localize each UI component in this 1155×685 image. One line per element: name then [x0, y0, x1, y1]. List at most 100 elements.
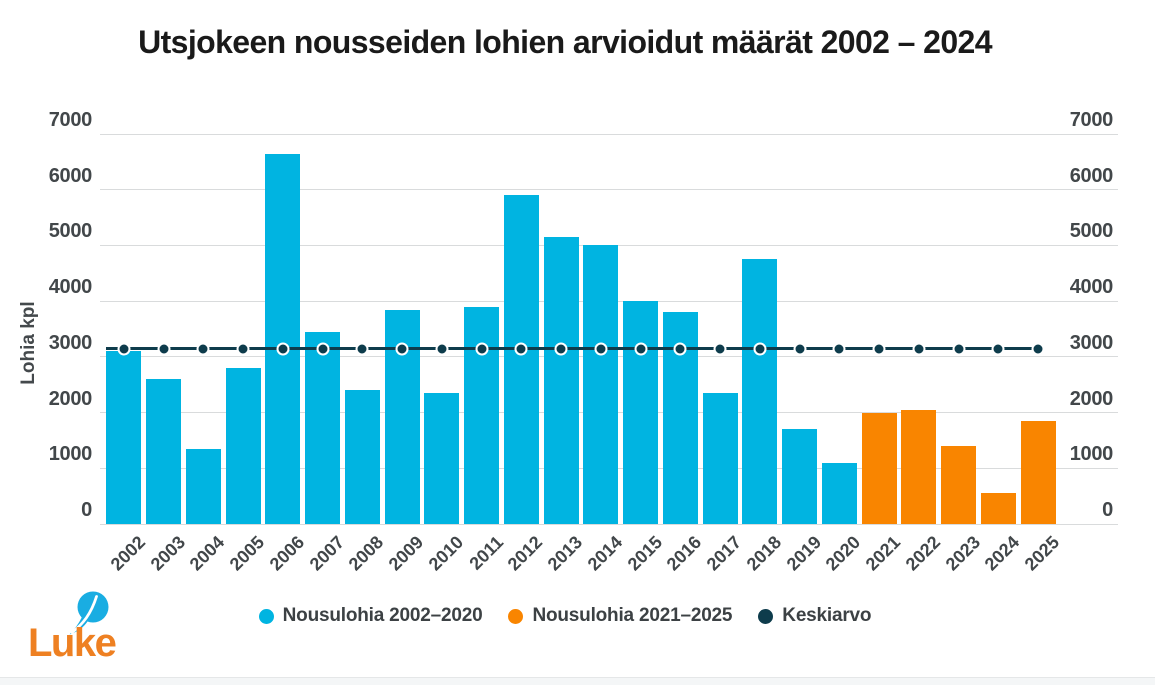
y-tick-left-1000: 1000: [48, 443, 93, 466]
bar-2018[interactable]: [742, 259, 778, 524]
x-tick-slot-2009: 2009: [382, 524, 427, 586]
bar-slot-2019: [780, 134, 820, 524]
x-tick-slot-2011: 2011: [462, 524, 507, 586]
chart-title: Utsjokeen nousseiden lohien arvioidut mä…: [138, 24, 992, 60]
keskiarvo-point-2023[interactable]: [952, 342, 966, 355]
keskiarvo-point-2014[interactable]: [594, 342, 608, 355]
bar-2007[interactable]: [305, 331, 341, 524]
keskiarvo-point-2022[interactable]: [912, 342, 926, 355]
legend-dot-orange-icon: [508, 608, 524, 624]
legend-item-nousulohia-2021-2025[interactable]: Nousulohia 2021–2025: [508, 605, 732, 627]
keskiarvo-point-2008[interactable]: [355, 342, 369, 355]
y-tick-left-0: 0: [81, 499, 92, 521]
keskiarvo-point-2011[interactable]: [475, 342, 489, 355]
bar-2023[interactable]: [941, 446, 977, 524]
bar-slot-2003: [144, 134, 184, 524]
x-tick-label-2025: 2025: [1020, 532, 1064, 575]
x-tick-slot-2019: 2019: [780, 524, 824, 586]
bar-2022[interactable]: [901, 409, 937, 524]
bar-2025[interactable]: [1020, 420, 1056, 524]
y-tick-right-0: 0: [1102, 499, 1113, 521]
x-tick-slot-2007: 2007: [303, 524, 347, 586]
keskiarvo-point-2012[interactable]: [514, 342, 528, 355]
keskiarvo-point-2006[interactable]: [276, 342, 290, 355]
keskiarvo-point-2002[interactable]: [117, 342, 131, 355]
keskiarvo-point-2020[interactable]: [832, 342, 846, 355]
average-line-overlay: [104, 134, 1058, 524]
keskiarvo-point-2015[interactable]: [634, 342, 648, 355]
leaf-speech-bubble-icon: [69, 591, 109, 635]
bar-slot-2014: [581, 134, 621, 524]
luke-logo: Luke: [26, 588, 156, 673]
bar-2003[interactable]: [146, 379, 182, 524]
bar-2010[interactable]: [424, 393, 460, 524]
keskiarvo-point-2013[interactable]: [554, 342, 568, 355]
bar-2019[interactable]: [782, 429, 818, 524]
keskiarvo-point-2010[interactable]: [435, 342, 449, 355]
x-tick-slot-2018: 2018: [740, 524, 785, 586]
bar-2017[interactable]: [702, 393, 738, 524]
keskiarvo-point-2018[interactable]: [753, 342, 767, 355]
bar-2012[interactable]: [503, 195, 539, 524]
bar-slot-2020: [820, 134, 860, 524]
legend-label: Nousulohia 2021–2025: [532, 605, 733, 626]
bar-2013[interactable]: [543, 237, 579, 524]
bar-2021[interactable]: [861, 412, 897, 524]
y-tick-left-6000: 6000: [48, 164, 93, 187]
legend: Nousulohia 2002–2020 Nousulohia 2021–202…: [0, 598, 1130, 634]
bar-slot-2008: [343, 134, 383, 524]
bar-2020[interactable]: [821, 462, 857, 524]
bar-slot-2002: [104, 134, 144, 524]
legend-item-nousulohia-2002-2020[interactable]: Nousulohia 2002–2020: [258, 605, 483, 627]
keskiarvo-point-2024[interactable]: [991, 342, 1005, 355]
legend-item-keskiarvo[interactable]: Keskiarvo: [758, 605, 872, 627]
keskiarvo-point-2003[interactable]: [157, 342, 171, 355]
x-tick-slot-2005: 2005: [223, 524, 268, 586]
x-tick-slot-2014: 2014: [581, 524, 626, 586]
bar-2004[interactable]: [185, 448, 221, 524]
keskiarvo-point-2019[interactable]: [793, 342, 807, 355]
keskiarvo-point-2007[interactable]: [316, 342, 330, 355]
bar-slot-2013: [541, 134, 581, 524]
plot-area: 7000 7000 6000 6000 5000 5000 4000 4000 3000 3000…: [49, 110, 1118, 525]
bar-2008[interactable]: [344, 390, 380, 524]
x-tick-slot-2015: 2015: [621, 524, 665, 586]
y-tick-right-7000: 7000: [1069, 109, 1114, 131]
y-tick-right-1000: 1000: [1069, 443, 1114, 466]
x-tick-slot-2021: 2021: [859, 524, 904, 586]
y-tick-left-3000: 3000: [48, 331, 93, 354]
y-tick-right-2000: 2000: [1069, 387, 1114, 410]
keskiarvo-point-2009[interactable]: [395, 342, 409, 355]
gridline-6000: [100, 189, 1118, 191]
keskiarvo-point-2004[interactable]: [196, 342, 210, 355]
bar-2014[interactable]: [583, 245, 619, 524]
bar-2015[interactable]: [623, 301, 659, 524]
y-tick-right-3000: 3000: [1069, 331, 1114, 354]
keskiarvo-point-2025[interactable]: [1031, 342, 1045, 355]
bar-2024[interactable]: [980, 493, 1016, 524]
bar-slot-2004: [184, 134, 224, 524]
x-tick-slot-2008: 2008: [343, 524, 387, 586]
bar-2005[interactable]: [225, 368, 261, 524]
bar-slot-2010: [422, 134, 462, 524]
bottom-edge-strip: [0, 677, 1155, 685]
y-tick-right-6000: 6000: [1069, 164, 1114, 187]
bar-slot-2006: [263, 134, 303, 524]
x-tick-slot-2013: 2013: [541, 524, 586, 586]
keskiarvo-point-2016[interactable]: [673, 342, 687, 355]
bar-slot-2022: [899, 134, 939, 524]
keskiarvo-point-2017[interactable]: [713, 342, 727, 355]
x-tick-slot-2023: 2023: [939, 524, 983, 586]
legend-label: Keskiarvo: [782, 605, 872, 626]
y-tick-left-2000: 2000: [48, 387, 93, 410]
legend-dot-cyan-icon: [258, 608, 274, 624]
gridline-0: [100, 523, 1118, 525]
keskiarvo-point-2005[interactable]: [236, 342, 250, 355]
keskiarvo-point-2021[interactable]: [872, 342, 886, 355]
y-tick-right-4000: 4000: [1069, 276, 1114, 299]
bar-2006[interactable]: [265, 153, 301, 524]
bar-2002[interactable]: [106, 351, 142, 524]
bar-slot-2015: [621, 134, 661, 524]
bar-slot-2017: [700, 134, 740, 524]
bar-slot-2012: [502, 134, 542, 524]
